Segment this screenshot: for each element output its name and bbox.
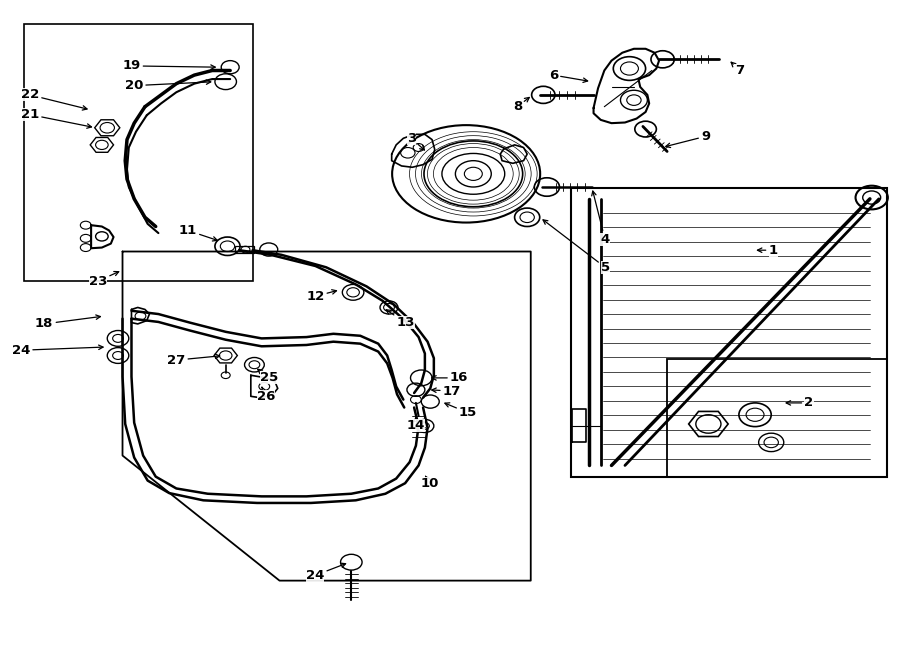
Bar (572, 188, 886, 477)
Text: 10: 10 (421, 477, 439, 490)
Text: 19: 19 (122, 59, 215, 73)
Bar (667, 360, 886, 477)
Text: 1: 1 (758, 244, 778, 256)
Text: 20: 20 (125, 79, 211, 92)
Text: 6: 6 (549, 69, 588, 83)
Bar (235, 247, 255, 253)
Circle shape (464, 167, 482, 180)
Text: 22: 22 (21, 89, 87, 110)
Text: 11: 11 (179, 224, 217, 241)
Text: 2: 2 (786, 397, 814, 409)
Text: 7: 7 (731, 62, 744, 77)
Text: 27: 27 (167, 354, 220, 367)
Circle shape (95, 232, 108, 241)
Text: 14: 14 (407, 416, 426, 432)
Text: 26: 26 (257, 387, 275, 403)
Text: 5: 5 (543, 220, 609, 274)
Text: 3: 3 (407, 132, 425, 150)
Text: 15: 15 (445, 403, 477, 419)
Text: 9: 9 (666, 130, 710, 147)
Text: 25: 25 (257, 369, 278, 385)
Bar (23, 24, 253, 281)
Text: 23: 23 (89, 272, 119, 288)
Text: 12: 12 (306, 290, 337, 303)
Text: 16: 16 (432, 371, 468, 385)
Text: 17: 17 (432, 385, 461, 397)
Text: 13: 13 (386, 310, 415, 329)
Text: 24: 24 (306, 563, 346, 582)
Text: 18: 18 (35, 315, 101, 330)
Text: 8: 8 (513, 97, 529, 113)
Text: 21: 21 (21, 108, 92, 128)
Text: 4: 4 (591, 191, 609, 246)
Text: 24: 24 (12, 344, 104, 357)
